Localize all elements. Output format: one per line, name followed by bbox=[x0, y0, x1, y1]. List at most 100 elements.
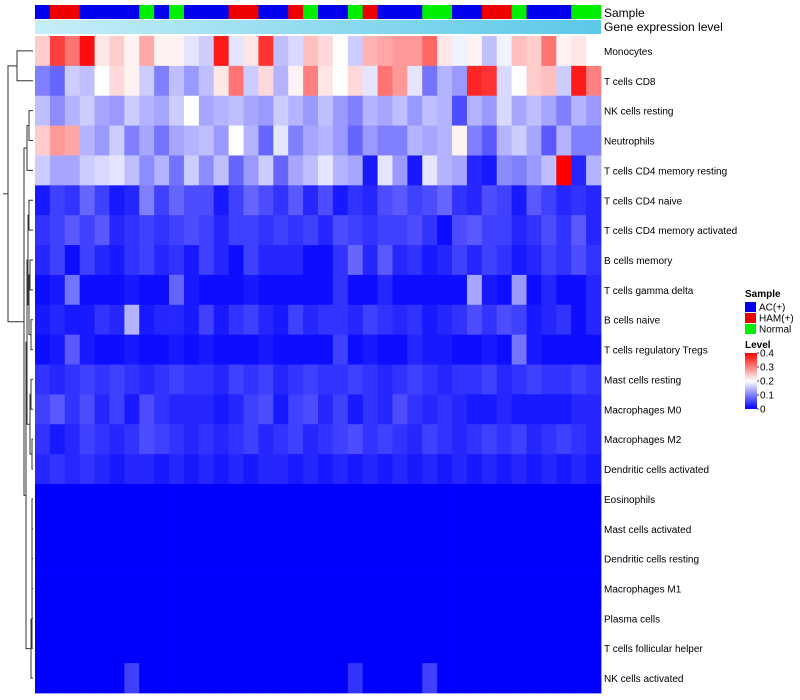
sample-cell bbox=[183, 5, 200, 19]
dendrogram-branch bbox=[7, 65, 24, 323]
heatmap-cell bbox=[139, 334, 155, 365]
sample-cell bbox=[422, 5, 438, 19]
row-label: T cells regulatory Tregs bbox=[604, 346, 708, 357]
heatmap-cell bbox=[124, 424, 140, 455]
heatmap-cell bbox=[422, 573, 438, 604]
heatmap-cell bbox=[422, 603, 438, 634]
heatmap-cell bbox=[407, 573, 423, 604]
heatmap-cell bbox=[243, 65, 259, 97]
heatmap-cell bbox=[586, 454, 602, 485]
heatmap-cell bbox=[362, 364, 378, 395]
heatmap-cell bbox=[541, 633, 557, 664]
heatmap-cell bbox=[481, 125, 498, 156]
heatmap-cell bbox=[437, 185, 453, 216]
heatmap-cell bbox=[437, 215, 453, 246]
heatmap-cell bbox=[452, 513, 468, 545]
heatmap-cell bbox=[183, 185, 200, 216]
heatmap-cell bbox=[213, 36, 230, 67]
heatmap-cell bbox=[124, 185, 140, 216]
heatmap-cell bbox=[183, 454, 200, 485]
heatmap-cell bbox=[347, 36, 364, 67]
heatmap-cell bbox=[139, 245, 155, 276]
heatmap-cell bbox=[228, 125, 244, 156]
sample-cell bbox=[79, 5, 95, 19]
heatmap-cell bbox=[347, 274, 364, 306]
heatmap-cell bbox=[452, 125, 468, 156]
heatmap-cell bbox=[452, 424, 468, 455]
heatmap-cell bbox=[258, 424, 274, 455]
sample-cell bbox=[35, 5, 51, 19]
heatmap-cell bbox=[362, 155, 378, 186]
heatmap-cell bbox=[541, 245, 557, 276]
heatmap-cell bbox=[303, 215, 319, 246]
heatmap-cell bbox=[571, 274, 587, 306]
heatmap-cell bbox=[496, 245, 513, 276]
heatmap-cell bbox=[377, 215, 393, 246]
heatmap-cell bbox=[273, 304, 289, 336]
heatmap-cell bbox=[362, 483, 378, 515]
heatmap-cell bbox=[377, 513, 393, 545]
heatmap-cell bbox=[332, 65, 349, 97]
heatmap-cell bbox=[526, 36, 542, 67]
heatmap-cell bbox=[466, 334, 483, 365]
heatmap-cell bbox=[213, 334, 230, 365]
heatmap-cell bbox=[35, 633, 51, 664]
heatmap-cell bbox=[49, 394, 66, 425]
heatmap-cell bbox=[586, 573, 602, 604]
heatmap-cell bbox=[213, 633, 230, 664]
heatmap-cell bbox=[109, 185, 125, 216]
heatmap-cell bbox=[362, 245, 378, 276]
sample-cell bbox=[169, 5, 185, 19]
heatmap-cell bbox=[273, 663, 289, 694]
heatmap-cell bbox=[35, 394, 51, 425]
heatmap-cell bbox=[392, 304, 408, 336]
heatmap-cell bbox=[35, 274, 51, 306]
heatmap-cell bbox=[64, 633, 81, 664]
heatmap-cell bbox=[437, 543, 453, 574]
heatmap-cell bbox=[228, 543, 244, 574]
heatmap-cell bbox=[198, 36, 215, 67]
heatmap-cell bbox=[332, 304, 349, 336]
heatmap-cell bbox=[258, 304, 274, 336]
heatmap-cell bbox=[511, 185, 527, 216]
heatmap-cell bbox=[541, 454, 557, 485]
heatmap-cell bbox=[481, 95, 498, 126]
heatmap-cell bbox=[303, 663, 319, 694]
heatmap-cell bbox=[362, 304, 378, 336]
heatmap-cell bbox=[377, 573, 393, 604]
heatmap-cell bbox=[437, 394, 453, 425]
heatmap-cell bbox=[198, 394, 215, 425]
heatmap-cell bbox=[347, 155, 364, 186]
heatmap-cell bbox=[481, 274, 498, 306]
heatmap-cell bbox=[481, 65, 498, 97]
heatmap-cell bbox=[511, 334, 527, 365]
heatmap-cell bbox=[377, 364, 393, 395]
heatmap-cell bbox=[586, 304, 602, 336]
row-label: B cells naive bbox=[604, 316, 661, 327]
heatmap-cell bbox=[303, 483, 319, 515]
legend-tick-label: 0.4 bbox=[760, 349, 774, 360]
heatmap-cell bbox=[362, 65, 378, 97]
heatmap-cell bbox=[213, 573, 230, 604]
heatmap-cell bbox=[392, 513, 408, 545]
heatmap-cell bbox=[273, 513, 289, 545]
heatmap-cell bbox=[392, 424, 408, 455]
heatmap-cell bbox=[64, 125, 81, 156]
heatmap-cell bbox=[303, 304, 319, 336]
gene-expression-annotation-bar bbox=[35, 20, 601, 34]
heatmap-cell bbox=[94, 513, 110, 545]
heatmap-cell bbox=[109, 633, 125, 664]
heatmap-cell bbox=[318, 155, 334, 186]
heatmap-cell bbox=[466, 215, 483, 246]
heatmap-cell bbox=[407, 424, 423, 455]
row-label: Mast cells activated bbox=[604, 525, 691, 536]
heatmap-cell bbox=[511, 65, 527, 97]
heatmap-cell bbox=[258, 245, 274, 276]
heatmap-cell bbox=[556, 603, 572, 634]
heatmap-cell bbox=[332, 364, 349, 395]
heatmap-cell bbox=[94, 36, 110, 67]
heatmap-cell bbox=[35, 185, 51, 216]
heatmap-cell bbox=[198, 274, 215, 306]
heatmap-cell bbox=[94, 454, 110, 485]
legend-tick-label: 0.1 bbox=[760, 391, 774, 402]
